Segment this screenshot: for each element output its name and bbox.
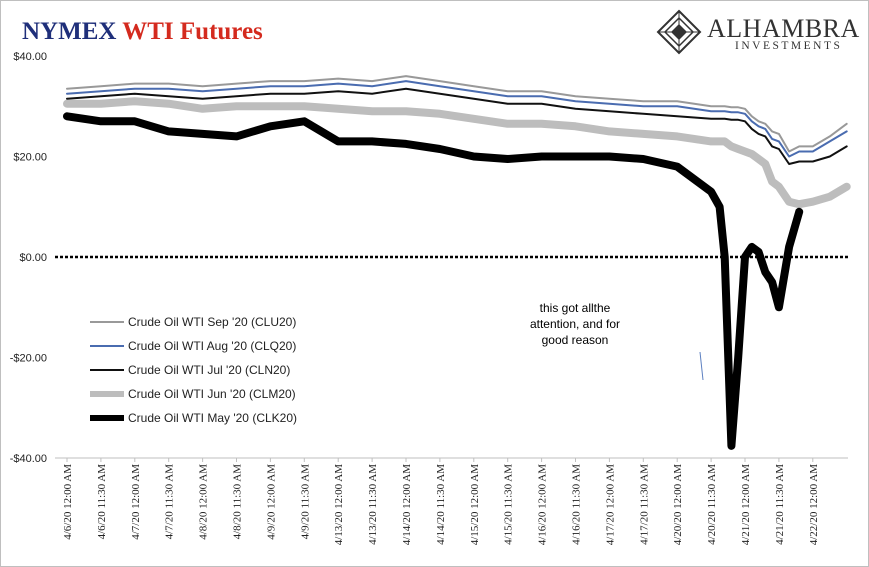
legend: Crude Oil WTI Sep '20 (CLU20) Crude Oil W… (90, 315, 297, 425)
x-tick-label: 4/17/20 11:30 AM (638, 464, 650, 545)
x-tick-label: 4/13/20 12:00 AM (333, 464, 345, 546)
x-tick-label: 4/22/20 12:00 AM (808, 464, 820, 546)
x-tick-label: 4/7/20 11:30 AM (164, 464, 176, 540)
series-line (66, 87, 848, 165)
legend-label: Crude Oil WTI Jul '20 (CLN20) (128, 363, 290, 377)
x-tick-label: 4/7/20 12:00 AM (130, 464, 142, 540)
x-tick-label: 4/13/20 11:30 AM (367, 464, 379, 545)
alhambra-logo: ALHAMBRA INVESTMENTS (655, 8, 865, 56)
chart-title: NYMEX WTI Futures (22, 18, 263, 46)
x-tick-label: 4/15/20 11:30 AM (503, 464, 515, 545)
x-tick-label: 4/8/20 11:30 AM (232, 464, 244, 540)
logo-subtext: INVESTMENTS (735, 40, 843, 52)
y-tick-label: $40.00 (13, 51, 47, 63)
series-line (63, 97, 851, 209)
x-tick-label: 4/14/20 12:00 AM (401, 464, 413, 546)
x-tick-label: 4/8/20 12:00 AM (198, 464, 210, 540)
y-tick-label: -$40.00 (10, 453, 47, 465)
annotation-line1: this got allthe (539, 301, 611, 315)
x-tick-label: 4/9/20 12:00 AM (265, 464, 277, 540)
legend-label: Crude Oil WTI Sep '20 (CLU20) (128, 315, 296, 329)
x-tick-label: 4/17/20 12:00 AM (604, 464, 616, 546)
title-nymex: NYMEX (22, 18, 117, 45)
x-tick-label: 4/14/20 11:30 AM (435, 464, 447, 545)
x-tick-label: 4/6/20 11:30 AM (96, 464, 108, 540)
annotation-line3: good reason (541, 333, 609, 347)
x-tick-label: 4/20/20 11:30 AM (706, 464, 718, 545)
series-layer (63, 75, 851, 450)
y-tick-label: $0.00 (19, 252, 47, 264)
x-tick-label: 4/9/20 11:30 AM (299, 464, 311, 540)
y-tick-label: $20.00 (13, 152, 47, 164)
x-tick-label: 4/16/20 12:00 AM (537, 464, 549, 546)
series-line (63, 112, 804, 450)
series-line (66, 80, 848, 158)
diamond-logo-icon (656, 9, 702, 55)
logo-text: ALHAMBRA (707, 14, 860, 43)
y-tick-label: -$20.00 (10, 353, 47, 365)
x-tick-label: 4/21/20 11:30 AM (774, 464, 786, 545)
legend-label: Crude Oil WTI Aug '20 (CLQ20) (128, 339, 296, 353)
x-tick-label: 4/15/20 12:00 AM (469, 464, 481, 546)
y-axis-labels: $40.00 $20.00 $0.00 -$20.00 -$40.00 (10, 51, 47, 465)
x-tick-label: 4/6/20 12:00 AM (62, 464, 74, 540)
annotation-text: this got allthe attention, and for good … (520, 300, 630, 348)
annotation-arrow (699, 351, 704, 381)
legend-label: Crude Oil WTI May '20 (CLK20) (128, 411, 297, 425)
title-wti-futures: WTI Futures (122, 18, 263, 45)
x-axis-labels: 4/6/20 12:00 AM 4/6/20 11:30 AM 4/7/20 12:… (62, 458, 820, 545)
x-tick-label: 4/20/20 12:00 AM (672, 464, 684, 546)
legend-label: Crude Oil WTI Jun '20 (CLM20) (128, 387, 296, 401)
grid-layer (55, 255, 848, 459)
series-line (66, 75, 848, 153)
annotation-line2: attention, and for (529, 317, 621, 331)
x-tick-label: 4/16/20 11:30 AM (571, 464, 583, 545)
x-tick-label: 4/21/20 12:00 AM (740, 464, 752, 546)
